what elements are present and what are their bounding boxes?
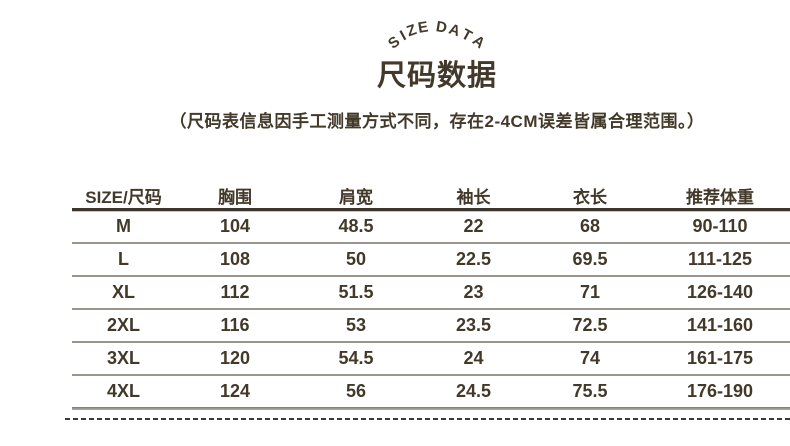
table-cell: 112 <box>220 282 250 302</box>
table-cell: 161-175 <box>686 348 754 368</box>
table-bottom-rule <box>72 407 790 410</box>
column-header: 胸围 <box>218 187 252 207</box>
table-cell: 126-140 <box>686 282 754 302</box>
column-header: SIZE/尺码 <box>85 187 162 207</box>
table-cell: XL <box>111 282 135 302</box>
table-cell: 3XL <box>106 348 140 368</box>
page-title: 尺码数据 <box>376 60 497 92</box>
table-cell: 51.5 <box>338 282 374 302</box>
table-cell: 141-160 <box>686 315 754 335</box>
table-cell: 56 <box>345 381 367 401</box>
arc-title: SIZE DATA <box>84 18 790 58</box>
dashed-divider <box>65 418 790 420</box>
column-header: 袖长 <box>456 187 491 207</box>
measurement-note: （尺码表信息因手工测量方式不同，存在2-4CM误差皆属合理范围。） <box>169 112 705 131</box>
table-cell: 124 <box>219 381 251 401</box>
column-header: 肩宽 <box>339 187 373 207</box>
table-cell: 54.5 <box>338 348 374 368</box>
table-row: M 104 48.5 22 68 90-110 <box>72 211 790 244</box>
table-cell: 22 <box>463 216 484 236</box>
table-row: L 108 50 22.5 69.5 111-125 <box>72 244 790 277</box>
table-cell: 104 <box>219 216 251 236</box>
arc-letter: E <box>416 18 431 37</box>
table-cell: 22.5 <box>455 249 492 269</box>
table-header-row: SIZE/尺码 胸围 肩宽 袖长 衣长 推荐体重 <box>72 182 790 211</box>
table-cell: 48.5 <box>338 216 374 236</box>
table-cell: 108 <box>219 249 251 269</box>
header-block: SIZE DATA 尺码数据 （尺码表信息因手工测量方式不同，存在2-4CM误差… <box>84 18 790 132</box>
table-cell: 4XL <box>106 381 140 401</box>
table-cell: L <box>118 249 129 269</box>
table-cell: 68 <box>579 216 601 236</box>
table-cell: 50 <box>345 249 367 269</box>
table-cell: 23 <box>463 282 484 302</box>
table-cell: 53 <box>345 315 367 335</box>
table-cell: 75.5 <box>572 381 608 401</box>
table-cell: 120 <box>219 348 251 368</box>
table-cell: 24.5 <box>455 381 492 401</box>
table-row: XL 112 51.5 23 71 126-140 <box>72 277 790 310</box>
table-cell: 116 <box>220 315 250 335</box>
table-cell: 2XL <box>106 315 140 335</box>
size-table: SIZE/尺码 胸围 肩宽 袖长 衣长 推荐体重 M 104 48.5 22 68 90-110 L 1… <box>72 182 790 410</box>
table-cell: 69.5 <box>572 249 608 269</box>
table-cell: 90-110 <box>692 216 748 236</box>
table-cell: 24 <box>463 348 484 368</box>
table-cell: 74 <box>579 348 601 368</box>
table-body: M 104 48.5 22 68 90-110 L 108 50 22.5 69.5 111-125 X… <box>72 211 790 407</box>
table-row: 2XL 116 53 23.5 72.5 141-160 <box>72 310 790 343</box>
table-cell: M <box>116 216 131 236</box>
table-cell: 72.5 <box>572 315 608 335</box>
table-cell: 71 <box>579 282 601 302</box>
table-row: 3XL 120 54.5 24 74 161-175 <box>72 343 790 376</box>
column-header: 衣长 <box>573 187 607 207</box>
table-cell: 176-190 <box>686 381 754 401</box>
column-header: 推荐体重 <box>686 187 754 207</box>
table-cell: 111-125 <box>687 249 753 269</box>
table-row: 4XL 124 56 24.5 75.5 176-190 <box>72 376 790 407</box>
table-cell: 23.5 <box>455 315 492 335</box>
